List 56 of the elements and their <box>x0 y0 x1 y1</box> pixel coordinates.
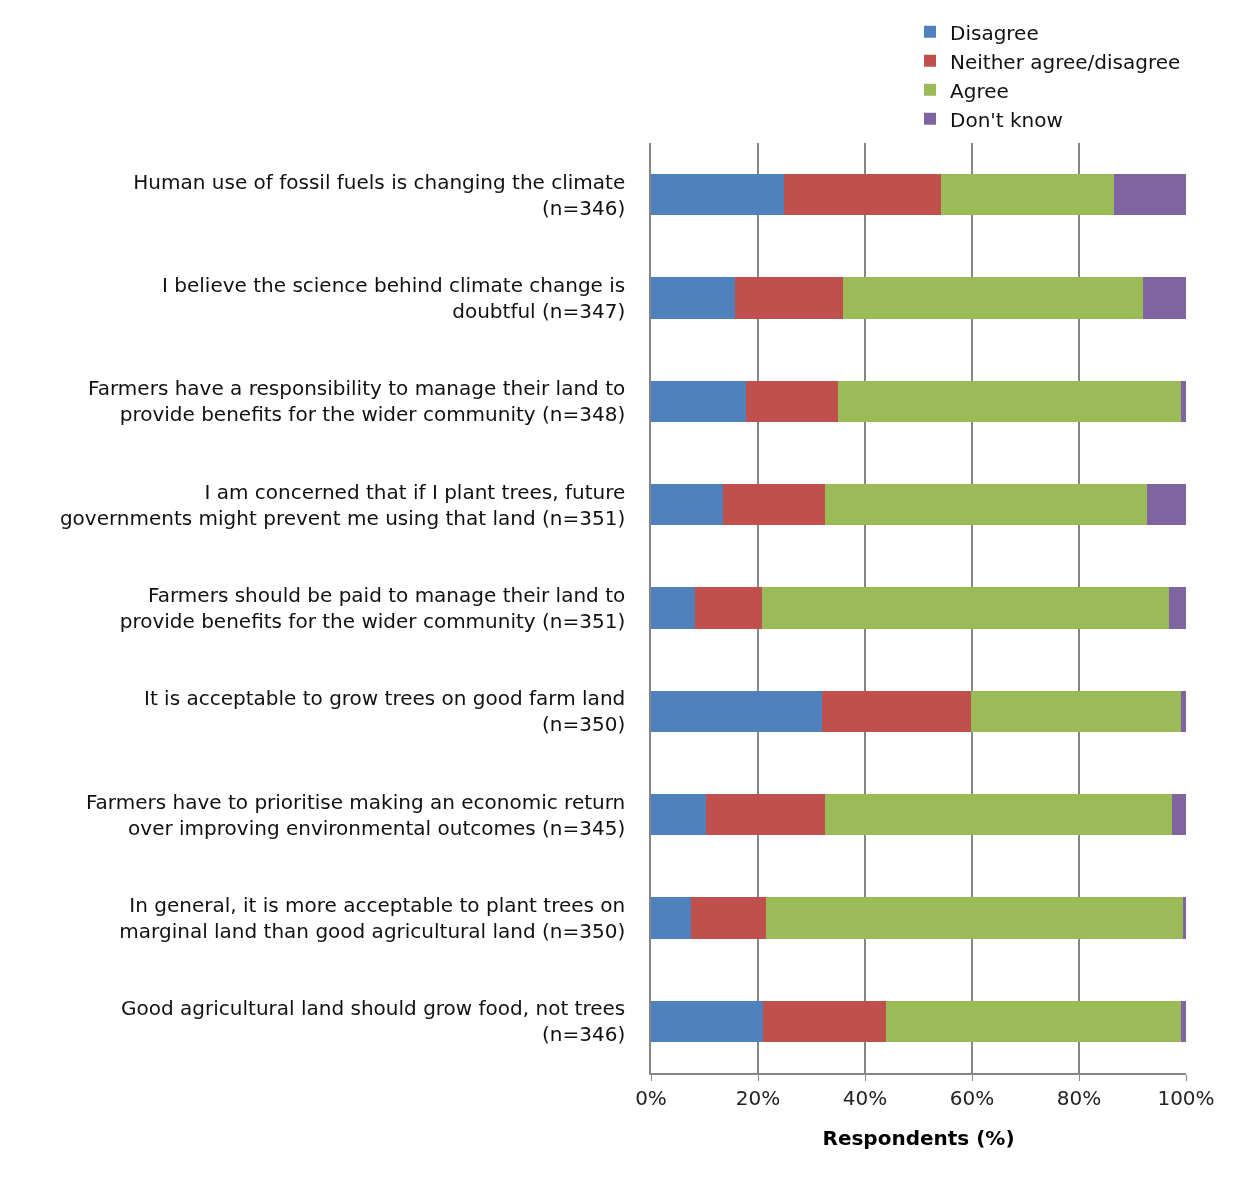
bar <box>651 587 696 629</box>
bar <box>705 794 826 836</box>
x-tick-label: 20% <box>735 1085 781 1110</box>
bar <box>825 484 1147 526</box>
y-tick-label: It is acceptable to grow trees on good farm land (n=350) <box>144 686 626 737</box>
bar <box>822 690 972 732</box>
bar <box>825 794 1172 836</box>
x-tick-label: 40% <box>842 1085 888 1110</box>
bar <box>734 277 844 319</box>
bar <box>886 1000 1181 1042</box>
bar <box>1146 484 1186 526</box>
bar <box>1113 174 1186 216</box>
y-tick-label: Good agricultural land should grow food, not trees (n=346) <box>121 996 626 1047</box>
bar <box>763 1000 887 1042</box>
bar <box>762 587 1169 629</box>
bar <box>695 587 763 629</box>
legend-label: Don't know <box>950 107 1063 132</box>
bar <box>651 484 723 526</box>
y-tick-label: Farmers have a responsibility to manage their land to provide benefits for the wider community (n=348) <box>88 376 626 427</box>
x-tick-label: 60% <box>949 1085 995 1110</box>
bar <box>1180 380 1186 422</box>
bar <box>746 380 838 422</box>
y-tick-label: In general, it is more acceptable to plant trees on marginal land than good agricultural land (n=350) <box>119 893 626 943</box>
x-tick-label: 100% <box>1157 1085 1215 1110</box>
bar <box>651 380 747 422</box>
legend-label: Disagree <box>950 20 1039 45</box>
bar <box>1143 277 1186 319</box>
bar <box>971 690 1181 732</box>
y-tick-label: Human use of fossil fuels is changing the climate (n=346) <box>133 169 626 220</box>
bar <box>784 174 941 216</box>
bar <box>837 380 1181 422</box>
bar <box>766 897 1184 939</box>
legend-label: Neither agree/disagree <box>950 49 1181 74</box>
bar <box>843 277 1144 319</box>
y-tick-label: I believe the science behind climate change is doubtful (n=347) <box>162 273 626 323</box>
x-tick-label: 80% <box>1056 1085 1102 1110</box>
y-tick-label: Farmers should be paid to manage their land to provide benefits for the wider community (n=351) <box>119 583 626 633</box>
bar <box>1180 1000 1186 1042</box>
legend-label: Agree <box>950 78 1009 103</box>
bar <box>651 174 785 216</box>
bar <box>651 690 823 732</box>
x-axis-title: Respondents (%) <box>822 1125 1015 1150</box>
y-tick-label: Farmers have to prioritise making an economic return over improving environmental outcomes (n=345) <box>85 789 626 840</box>
bar <box>1180 690 1186 732</box>
x-tick-label: 0% <box>635 1085 667 1110</box>
bar <box>940 174 1114 216</box>
bar <box>651 897 691 939</box>
bar <box>1168 587 1186 629</box>
bar <box>1171 794 1186 836</box>
bar <box>651 1000 764 1042</box>
bar <box>651 794 706 836</box>
bar <box>1183 897 1186 939</box>
bar <box>690 897 767 939</box>
bar <box>722 484 826 526</box>
y-tick-label: I am concerned that if I plant trees, future governments might prevent me using that land (n=351) <box>59 479 626 530</box>
bar <box>651 277 735 319</box>
